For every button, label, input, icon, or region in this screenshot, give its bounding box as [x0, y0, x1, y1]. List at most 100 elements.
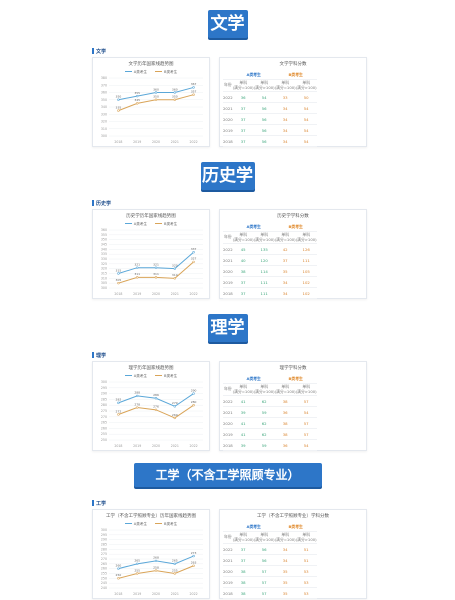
- table-column-header: 单科 (满分=100): [232, 531, 254, 544]
- table-cell: 2019: [223, 576, 233, 588]
- data-point: [173, 277, 177, 280]
- score-table-panel: 文学学科分数 A类考生 B类考生 年份 单科 (满分=100) 单科 (满分>100) 单科…: [219, 57, 367, 147]
- table-cell: 38: [274, 417, 296, 429]
- table-column-header: 单科 (满分>100): [253, 79, 275, 92]
- table-cell: 111: [253, 287, 275, 299]
- data-label: 282: [116, 398, 122, 402]
- x-tick-label: 2022: [190, 292, 198, 296]
- data-point: [154, 559, 158, 563]
- data-label: 279: [172, 401, 178, 405]
- legend-swatch: [155, 375, 162, 376]
- table-cell: 34: [274, 124, 296, 136]
- score-table: A类考生 B类考生 年份 单科 (满分=100) 单科 (满分>100) 单科 (满分=1…: [223, 522, 317, 599]
- table-cell: 37: [232, 276, 254, 288]
- x-tick-label: 2021: [171, 140, 179, 144]
- score-table: A类考生 B类考生 年份 单科 (满分=100) 单科 (满分>100) 单科 (满分=1…: [223, 222, 317, 299]
- table-cell: 34: [274, 287, 296, 299]
- table-column-header: 单科 (满分=100): [232, 383, 254, 396]
- legend-item: B类考生: [155, 222, 177, 226]
- data-label: 335: [116, 105, 122, 109]
- data-label: 311: [153, 272, 159, 276]
- table-cell: 38: [274, 428, 296, 440]
- table-cell: 2018: [223, 587, 233, 599]
- data-point: [117, 577, 120, 580]
- chart-title: 理学历年国家线趋势图: [128, 366, 174, 371]
- x-tick-label: 2019: [133, 292, 141, 296]
- data-label: 273: [191, 551, 197, 555]
- y-tick-label: 295: [101, 533, 107, 537]
- table-cell: 56: [253, 113, 275, 125]
- data-point: [135, 276, 139, 279]
- table-cell: 38: [232, 576, 254, 588]
- table-column-header: 单科 (满分=100): [232, 231, 254, 244]
- table-cell: 39: [232, 406, 254, 418]
- x-tick-label: 2021: [171, 444, 179, 448]
- data-label: 357: [191, 89, 197, 93]
- table-row: 2018 38 57 35 53: [223, 587, 317, 599]
- data-point: [192, 392, 195, 395]
- section-banner-science: 理学: [207, 314, 248, 342]
- table-cell: 37: [232, 102, 254, 114]
- data-label: 321: [153, 263, 159, 267]
- data-point: [173, 98, 177, 101]
- score-table-panel: 工学（不含工学照顾专业）学科分数 A类考生 B类考生 年份 单科 (满分=100) 单科 …: [219, 509, 367, 599]
- table-cell: 34: [274, 276, 296, 288]
- table-column-header: 单科 (满分=100): [274, 79, 296, 92]
- data-point: [135, 102, 139, 105]
- table-column-header: 单科 (满分=100): [274, 383, 296, 396]
- y-tick-label: 330: [101, 257, 107, 261]
- chart-title: 工学（不含工学照顾专业）历年国家线趋势图: [106, 514, 196, 519]
- legend-label: B类考生: [164, 70, 178, 74]
- table-row: 2021 37 56 34 54: [223, 102, 317, 114]
- x-tick-label: 2019: [133, 444, 141, 448]
- table-cell: 2021: [223, 102, 233, 114]
- table-cell: 126: [295, 243, 317, 255]
- legend-item: B类考生: [155, 522, 177, 526]
- table-cell: 35: [274, 576, 296, 588]
- data-label: 258: [153, 565, 159, 569]
- table-column-header: 单科 (满分>100): [253, 383, 275, 396]
- legend-label: A类考生: [133, 374, 147, 378]
- table-cell: 34: [274, 543, 296, 555]
- x-tick-label: 2021: [171, 292, 179, 296]
- table-column-header: 年份: [223, 79, 233, 92]
- y-tick-label: 255: [101, 432, 107, 436]
- chart-panel: 理学历年国家线趋势图 A类考生 B类考生 250 255 260 265 270 275 280 2…: [92, 361, 210, 451]
- y-tick-label: 240: [101, 586, 107, 590]
- table-column-header: 单科 (满分=100): [274, 231, 296, 244]
- table-cell: 62: [253, 428, 275, 440]
- y-tick-label: 345: [101, 243, 107, 247]
- score-table: A类考生 B类考生 年份 单科 (满分=100) 单科 (满分>100) 单科 (满分=1…: [223, 70, 317, 147]
- data-point: [154, 569, 158, 572]
- y-tick-label: 285: [101, 397, 107, 401]
- data-point: [173, 416, 177, 420]
- table-cell: 53: [295, 565, 317, 577]
- legend-swatch: [124, 223, 132, 224]
- x-tick-label: 2020: [152, 292, 160, 296]
- table-header-row: 年份 单科 (满分=100) 单科 (满分>100) 单科 (满分=100) 单科 (满…: [223, 383, 317, 396]
- table-cell: 41: [232, 395, 254, 407]
- table-cell: 59: [253, 406, 275, 418]
- y-tick-label: 270: [101, 415, 107, 419]
- data-label: 255: [134, 568, 140, 572]
- data-point: [117, 567, 120, 570]
- y-tick-label: 310: [101, 127, 107, 131]
- table-cell: 2020: [223, 265, 233, 277]
- table-row: 2019 41 62 38 57: [223, 428, 317, 440]
- table-cell: 102: [295, 287, 317, 299]
- table-cell: 45: [232, 243, 254, 255]
- table-group-header: A类考生: [232, 522, 275, 532]
- table-cell: 54: [295, 124, 317, 136]
- table-cell: 2022: [223, 395, 233, 407]
- data-point: [192, 260, 195, 264]
- data-point: [154, 408, 158, 412]
- table-column-header: 单科 (满分>100): [295, 531, 317, 544]
- table-cell: 2019: [223, 124, 233, 136]
- data-label: 272: [116, 409, 122, 413]
- table-cell: 37: [232, 543, 254, 555]
- x-tick-label: 2018: [114, 592, 122, 596]
- chart-legend: A类考生 B类考生: [93, 222, 209, 227]
- legend-swatch: [124, 71, 132, 72]
- y-tick-label: 350: [101, 238, 107, 242]
- table-group-header: A类考生: [232, 374, 275, 384]
